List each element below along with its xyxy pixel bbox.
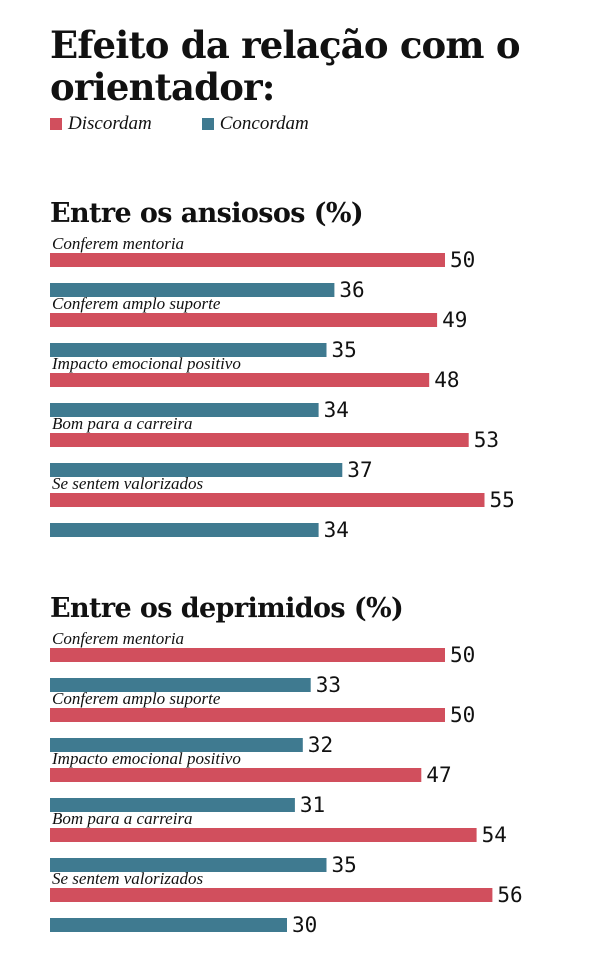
legend-label-discordam: Discordam bbox=[68, 113, 152, 134]
value-label-concordam-impacto-emocional-positivo: 31 bbox=[300, 793, 325, 817]
category-label-impacto-emocional-positivo: Impacto emocional positivo bbox=[51, 354, 241, 373]
bar-concordam-bom-para-a-carreira bbox=[50, 858, 327, 872]
value-label-concordam-conferem-amplo-suporte: 32 bbox=[308, 733, 333, 757]
category-label-conferem-mentoria: Conferem mentoria bbox=[52, 629, 184, 648]
legend: Discordam Concordam bbox=[50, 113, 359, 135]
value-label-discordam-conferem-mentoria: 50 bbox=[450, 248, 475, 272]
value-label-discordam-bom-para-a-carreira: 54 bbox=[482, 823, 507, 847]
bar-discordam-se-sentem-valorizados bbox=[50, 888, 493, 902]
category-label-bom-para-a-carreira: Bom para a carreira bbox=[52, 809, 193, 828]
chart-deprimidos: Entre os deprimidos (%) Conferem mentoria… bbox=[50, 593, 523, 935]
chart-title: Efeito da relação com o orientador: bbox=[50, 23, 521, 109]
bar-discordam-bom-para-a-carreira bbox=[50, 828, 477, 842]
bar-discordam-impacto-emocional-positivo bbox=[50, 768, 422, 782]
bar-concordam-impacto-emocional-positivo bbox=[50, 798, 295, 812]
value-label-discordam-conferem-amplo-suporte: 50 bbox=[450, 703, 475, 727]
category-label-impacto-emocional-positivo: Impacto emocional positivo bbox=[51, 749, 241, 768]
value-label-concordam-conferem-mentoria: 33 bbox=[316, 673, 341, 697]
bar-concordam-conferem-amplo-suporte bbox=[50, 738, 303, 752]
legend-item-discordam: Discordam bbox=[50, 113, 152, 135]
value-label-concordam-impacto-emocional-positivo: 34 bbox=[324, 398, 349, 422]
value-label-discordam-conferem-mentoria: 50 bbox=[450, 643, 475, 667]
category-label-conferem-amplo-suporte: Conferem amplo suporte bbox=[52, 689, 221, 708]
value-label-concordam-se-sentem-valorizados: 34 bbox=[324, 518, 349, 540]
value-label-discordam-impacto-emocional-positivo: 48 bbox=[434, 368, 459, 392]
category-label-conferem-amplo-suporte: Conferem amplo suporte bbox=[52, 294, 221, 313]
chart-ansiosos: Entre os ansiosos (%) Conferem mentoria 50… bbox=[50, 198, 515, 540]
bar-discordam-impacto-emocional-positivo bbox=[50, 373, 430, 387]
section-title: Entre os deprimidos (%) bbox=[50, 593, 403, 624]
bar-concordam-conferem-mentoria bbox=[50, 283, 335, 297]
bar-discordam-conferem-amplo-suporte bbox=[50, 708, 445, 722]
legend-label-concordam: Concordam bbox=[219, 113, 309, 134]
category-label-conferem-mentoria: Conferem mentoria bbox=[52, 234, 184, 253]
category-label-bom-para-a-carreira: Bom para a carreira bbox=[52, 414, 193, 433]
value-label-discordam-impacto-emocional-positivo: 47 bbox=[426, 763, 451, 787]
bar-discordam-conferem-mentoria bbox=[50, 648, 445, 662]
bar-concordam-se-sentem-valorizados bbox=[50, 523, 319, 537]
value-label-concordam-bom-para-a-carreira: 35 bbox=[332, 853, 357, 877]
value-label-discordam-se-sentem-valorizados: 55 bbox=[490, 488, 515, 512]
value-label-concordam-conferem-amplo-suporte: 35 bbox=[332, 338, 357, 362]
bar-concordam-conferem-mentoria bbox=[50, 678, 311, 692]
bar-concordam-impacto-emocional-positivo bbox=[50, 403, 319, 417]
legend-item-concordam: Concordam bbox=[201, 113, 309, 135]
category-label-se-sentem-valorizados: Se sentem valorizados bbox=[52, 869, 203, 888]
value-label-discordam-bom-para-a-carreira: 53 bbox=[474, 428, 499, 452]
value-label-concordam-bom-para-a-carreira: 37 bbox=[347, 458, 372, 482]
value-label-discordam-conferem-amplo-suporte: 49 bbox=[442, 308, 467, 332]
value-label-concordam-se-sentem-valorizados: 30 bbox=[292, 913, 317, 935]
bar-concordam-se-sentem-valorizados bbox=[50, 918, 287, 932]
bar-discordam-conferem-amplo-suporte bbox=[50, 313, 438, 327]
category-label-se-sentem-valorizados: Se sentem valorizados bbox=[52, 474, 203, 493]
legend-swatch-discordam bbox=[50, 118, 62, 130]
value-label-discordam-se-sentem-valorizados: 56 bbox=[497, 883, 522, 907]
legend-swatch-concordam bbox=[201, 118, 214, 130]
bar-discordam-conferem-mentoria bbox=[50, 253, 445, 267]
bar-concordam-conferem-amplo-suporte bbox=[50, 343, 327, 357]
bar-discordam-se-sentem-valorizados bbox=[50, 493, 485, 507]
bar-discordam-bom-para-a-carreira bbox=[50, 433, 469, 447]
value-label-concordam-conferem-mentoria: 36 bbox=[339, 278, 364, 302]
section-title: Entre os ansiosos (%) bbox=[50, 198, 363, 229]
bar-concordam-bom-para-a-carreira bbox=[50, 463, 343, 477]
